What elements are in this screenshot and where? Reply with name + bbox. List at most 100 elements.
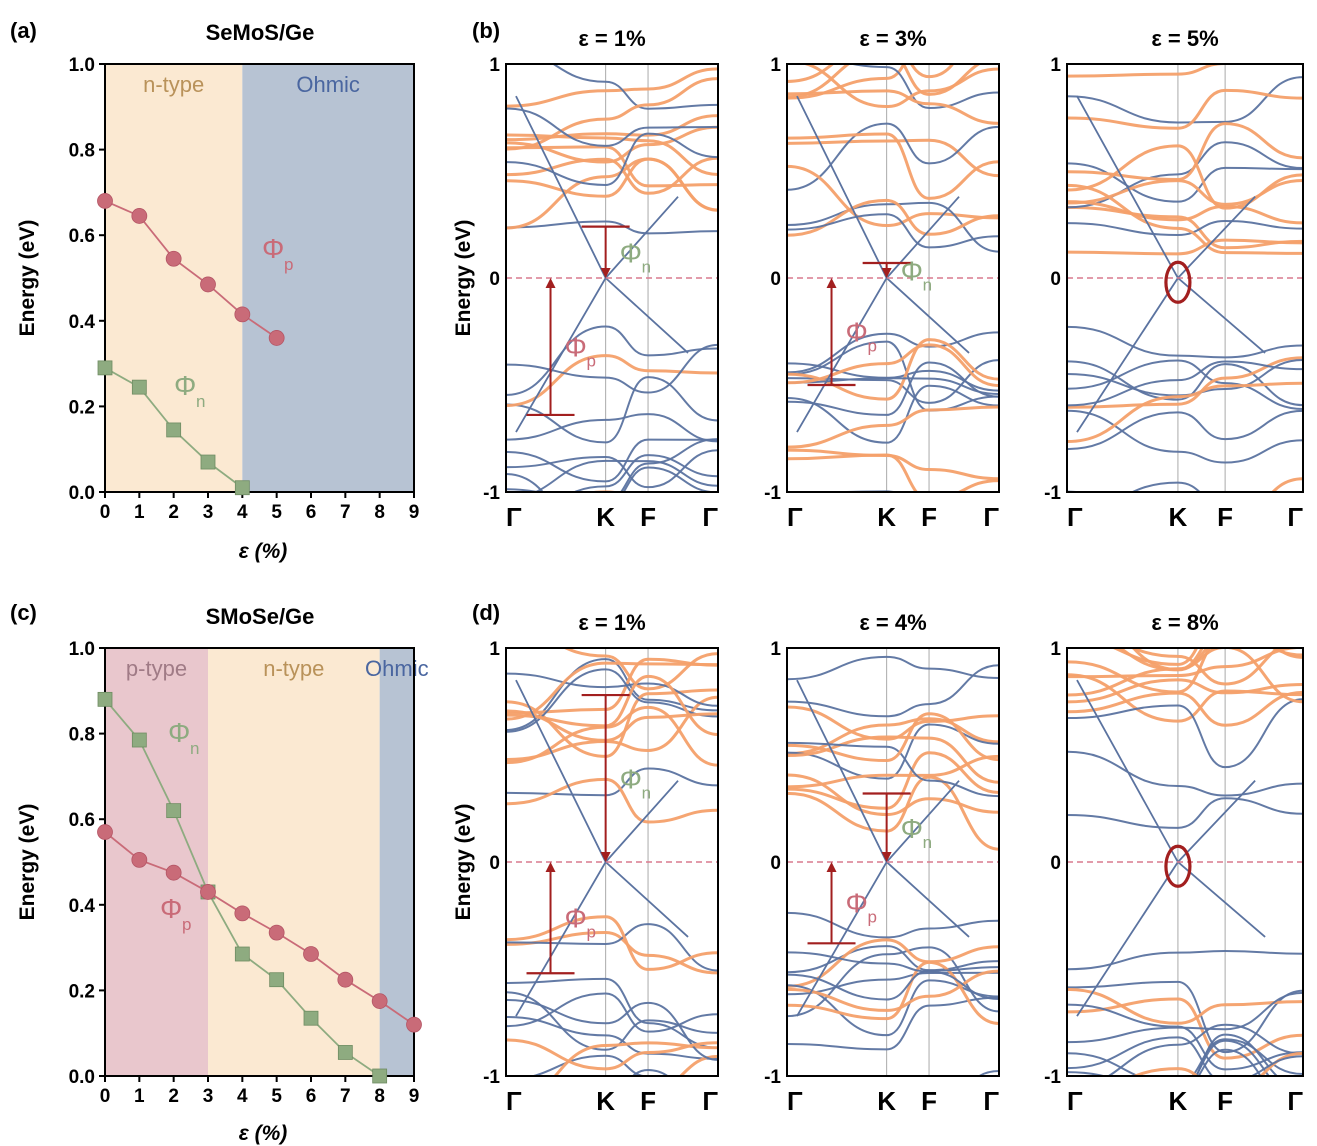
region-p-type — [105, 648, 208, 1076]
k-point-label: F — [1217, 1086, 1233, 1116]
plot-frame — [104, 647, 415, 1077]
phi-n-sub: n — [923, 833, 932, 852]
y-tick-label: 0 — [770, 269, 781, 290]
y-tick-label: 0 — [1050, 853, 1061, 874]
band-plot-title: ε = 1% — [578, 26, 645, 51]
band-blue — [1067, 1038, 1303, 1076]
y-tick-label: 1 — [489, 55, 500, 76]
data-point-phi-n — [200, 454, 216, 470]
band-orange — [787, 405, 999, 449]
data-point-phi-n — [97, 360, 113, 376]
region-Ohmic — [242, 64, 414, 492]
band-orange — [678, 1054, 718, 1076]
plot-frame — [104, 63, 415, 493]
band-blue — [1067, 325, 1303, 359]
y-tick-label: 0.2 — [69, 397, 95, 418]
band-orange — [787, 775, 999, 851]
band-lines — [787, 64, 999, 492]
k-point-label: K — [596, 1086, 615, 1116]
data-point-phi-p — [131, 851, 148, 868]
k-point-label: F — [1217, 502, 1233, 532]
data-point-phi-n — [166, 422, 182, 438]
series-label-phi-n: Φ — [168, 717, 190, 748]
band-lines — [1067, 648, 1303, 1076]
x-tick-label: 4 — [237, 502, 248, 523]
data-point-phi-p — [406, 1016, 422, 1033]
x-tick-label: 3 — [203, 502, 214, 523]
band-blue — [506, 107, 718, 147]
band-orange — [1131, 648, 1303, 672]
k-point-label: F — [921, 502, 937, 532]
k-point-label: K — [877, 502, 896, 532]
band-blue — [787, 911, 999, 939]
phi-p-arrowhead — [826, 862, 837, 872]
band-orange — [1067, 238, 1303, 256]
band-orange — [506, 709, 718, 742]
band-lines — [506, 64, 718, 492]
band-blue — [787, 122, 999, 191]
data-point-phi-p — [97, 193, 113, 209]
band-blue — [1067, 1036, 1303, 1076]
x-tick-label: 5 — [271, 502, 282, 523]
band-blue — [506, 132, 718, 186]
phi-n-arrowhead — [600, 268, 611, 278]
band-plot-frame — [786, 647, 1000, 1077]
phi-p-label: Φ — [846, 317, 868, 348]
k-point-label: Γ — [983, 1086, 999, 1116]
y-tick-label: 0 — [489, 269, 500, 290]
band-blue — [1067, 950, 1303, 971]
band-blue — [506, 992, 718, 1033]
panel-b-label: (b) — [472, 18, 500, 43]
y-tick-label: 0.2 — [69, 981, 95, 1002]
band-plot-title: ε = 4% — [859, 610, 926, 635]
k-point-label: F — [640, 1086, 656, 1116]
series-label-sub-p: p — [182, 915, 191, 934]
band-plot-3: ε = 5% -1 0 1 Γ K F Γ — [1044, 26, 1304, 532]
band-blue — [787, 340, 999, 412]
data-point-phi-n — [303, 1010, 319, 1026]
series-label-sub-n: n — [196, 392, 205, 411]
x-tick-label: 0 — [100, 502, 111, 523]
x-tick-label: 8 — [374, 502, 385, 523]
panel-c-title: SMoSe/Ge — [206, 604, 315, 629]
y-tick-label: 1 — [1050, 55, 1061, 76]
band-orange — [787, 717, 999, 756]
band-orange — [562, 648, 718, 691]
band-lines — [787, 648, 999, 1076]
panel-a-plot: n-type Ohmic 0 1 2 3 4 5 6 7 8 9 0.0 0.2 0.4 0.6 0.8 1.0 Φ… — [69, 55, 420, 523]
x-tick-label: 6 — [306, 502, 317, 523]
band-blue — [787, 213, 999, 249]
band-orange — [787, 138, 999, 178]
band-plot-frame — [1066, 63, 1304, 493]
band-blue — [1067, 409, 1303, 464]
band-orange — [506, 777, 718, 824]
k-point-label: Γ — [1287, 1086, 1303, 1116]
band-blue — [506, 466, 718, 492]
band-orange — [1131, 1051, 1303, 1076]
band-orange — [787, 89, 999, 125]
band-plot-frame — [505, 647, 719, 1077]
k-point-label: Γ — [787, 502, 803, 532]
series-label-sub-p: p — [284, 255, 293, 274]
data-point-phi-p — [165, 250, 182, 267]
region-label-n-type: n-type — [143, 72, 204, 97]
band-orange — [553, 1041, 718, 1076]
region-label-Ohmic: Ohmic — [296, 72, 360, 97]
k-point-label: K — [1169, 1086, 1188, 1116]
y-tick-label: -1 — [764, 483, 781, 504]
band-blue — [1067, 220, 1303, 236]
phi-n-label: Φ — [620, 764, 642, 795]
series-label-phi-n: Φ — [174, 370, 196, 401]
band-orange — [787, 132, 999, 200]
data-point-phi-n — [234, 946, 250, 962]
panel-c-plot: p-type n-type Ohmic 0 1 2 3 4 5 6 7 8 9 0.0 0.2 0.4 0.6 0… — [69, 639, 429, 1107]
phi-n-label: Φ — [901, 256, 923, 287]
band-blue — [506, 325, 718, 396]
band-blue — [1067, 1003, 1303, 1071]
phi-n-arrowhead — [881, 268, 892, 278]
region-label-n-type: n-type — [263, 656, 324, 681]
band-blue — [506, 658, 718, 731]
